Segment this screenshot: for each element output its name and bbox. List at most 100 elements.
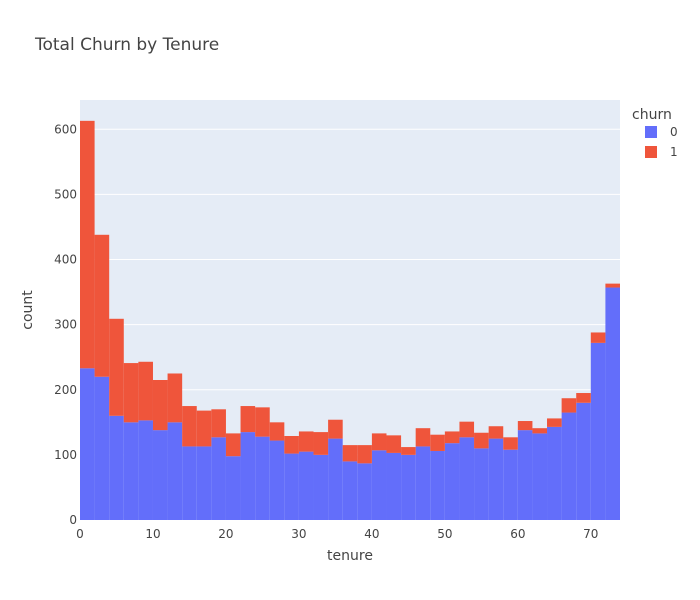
bar-churn-0[interactable] <box>474 448 489 520</box>
bar-churn-1[interactable] <box>371 433 387 451</box>
bar-churn-1[interactable] <box>605 283 620 288</box>
bar-churn-1[interactable] <box>488 426 504 439</box>
bar-churn-0[interactable] <box>415 446 431 520</box>
bar-churn-1[interactable] <box>459 421 475 438</box>
x-tick-label: 50 <box>437 527 452 541</box>
bar-churn-0[interactable] <box>225 456 241 520</box>
bar-churn-1[interactable] <box>167 373 183 423</box>
bar-churn-0[interactable] <box>371 450 387 520</box>
bar-churn-1[interactable] <box>576 393 591 403</box>
x-tick-label: 20 <box>218 527 233 541</box>
bar-churn-1[interactable] <box>255 407 270 437</box>
y-tick-label: 200 <box>54 383 77 397</box>
bar-churn-0[interactable] <box>123 422 139 520</box>
bar-churn-1[interactable] <box>152 380 168 431</box>
bar-churn-0[interactable] <box>328 438 343 520</box>
x-tick-label: 60 <box>510 527 525 541</box>
bar-churn-0[interactable] <box>269 440 285 520</box>
bar-churn-1[interactable] <box>123 363 139 423</box>
bar-churn-1[interactable] <box>503 437 518 450</box>
bar-churn-1[interactable] <box>532 428 548 434</box>
bar-churn-1[interactable] <box>444 431 460 444</box>
bar-churn-1[interactable] <box>328 419 343 439</box>
bar-churn-1[interactable] <box>138 361 153 421</box>
bar-churn-1[interactable] <box>386 435 402 453</box>
bar-churn-0[interactable] <box>167 422 183 520</box>
bar-churn-0[interactable] <box>152 430 168 520</box>
bar-churn-1[interactable] <box>561 398 577 413</box>
bar-churn-0[interactable] <box>240 432 256 520</box>
bar-churn-0[interactable] <box>590 342 606 520</box>
bars[interactable] <box>80 120 620 520</box>
y-tick-label: 500 <box>54 187 77 201</box>
bar-churn-1[interactable] <box>80 120 95 369</box>
bar-churn-0[interactable] <box>284 453 299 520</box>
y-tick-label: 400 <box>54 253 77 267</box>
x-axis-ticks: 0 10 20 30 40 50 60 70 <box>76 527 598 541</box>
bar-churn-1[interactable] <box>474 432 489 449</box>
bar-churn-1[interactable] <box>269 422 285 441</box>
bar-churn-0[interactable] <box>488 438 504 520</box>
bar-churn-1[interactable] <box>196 410 212 447</box>
bar-churn-0[interactable] <box>211 437 226 520</box>
legend-label-0: 0 <box>670 125 678 139</box>
bar-churn-1[interactable] <box>590 332 606 343</box>
bar-churn-1[interactable] <box>342 445 358 462</box>
y-tick-label: 600 <box>54 122 77 136</box>
x-tick-label: 10 <box>145 527 160 541</box>
bar-churn-1[interactable] <box>401 447 416 455</box>
bar-churn-0[interactable] <box>94 376 110 520</box>
bar-churn-1[interactable] <box>357 445 372 464</box>
bar-churn-0[interactable] <box>561 412 577 520</box>
bar-churn-0[interactable] <box>109 415 124 520</box>
bar-churn-0[interactable] <box>80 368 95 520</box>
bar-churn-0[interactable] <box>459 437 475 520</box>
legend-swatch-1 <box>645 146 657 158</box>
bar-churn-1[interactable] <box>298 431 314 452</box>
bar-churn-0[interactable] <box>182 446 197 520</box>
y-tick-label: 0 <box>69 513 77 527</box>
bar-churn-1[interactable] <box>547 418 562 427</box>
legend: churn 0 1 <box>632 107 678 159</box>
bar-churn-0[interactable] <box>342 461 358 520</box>
y-tick-label: 300 <box>54 318 77 332</box>
bar-churn-1[interactable] <box>313 432 329 455</box>
bar-churn-0[interactable] <box>444 443 460 520</box>
bar-churn-0[interactable] <box>430 450 445 520</box>
bar-churn-0[interactable] <box>386 452 402 520</box>
bar-churn-1[interactable] <box>284 436 299 454</box>
x-axis-label: tenure <box>327 548 373 564</box>
bar-churn-0[interactable] <box>298 451 314 520</box>
bar-churn-1[interactable] <box>430 434 445 451</box>
bar-churn-0[interactable] <box>313 454 329 520</box>
bar-churn-1[interactable] <box>211 409 226 438</box>
y-axis-label: count <box>20 290 36 330</box>
y-axis-ticks: 0 100 200 300 400 500 600 <box>54 122 77 527</box>
bar-churn-0[interactable] <box>196 446 212 520</box>
bar-churn-0[interactable] <box>255 436 270 520</box>
bar-churn-0[interactable] <box>517 430 533 520</box>
legend-label-1: 1 <box>670 145 678 159</box>
chart-title: Total Churn by Tenure <box>34 35 219 55</box>
bar-churn-0[interactable] <box>532 433 548 520</box>
bar-churn-1[interactable] <box>517 421 533 431</box>
x-tick-label: 40 <box>364 527 379 541</box>
legend-title: churn <box>632 107 672 123</box>
bar-churn-1[interactable] <box>94 234 110 377</box>
x-tick-label: 30 <box>291 527 306 541</box>
bar-churn-0[interactable] <box>357 463 372 520</box>
bar-churn-1[interactable] <box>225 433 241 457</box>
bar-churn-1[interactable] <box>109 318 124 416</box>
bar-churn-0[interactable] <box>605 287 620 520</box>
legend-swatch-0 <box>645 126 657 138</box>
x-tick-label: 0 <box>76 527 84 541</box>
bar-churn-0[interactable] <box>503 449 518 520</box>
bar-churn-0[interactable] <box>138 420 153 520</box>
bar-churn-0[interactable] <box>576 402 591 520</box>
bar-churn-1[interactable] <box>415 428 431 447</box>
bar-churn-1[interactable] <box>182 406 197 447</box>
bar-churn-0[interactable] <box>401 454 416 520</box>
bar-churn-1[interactable] <box>240 406 256 433</box>
bar-churn-0[interactable] <box>547 426 562 520</box>
